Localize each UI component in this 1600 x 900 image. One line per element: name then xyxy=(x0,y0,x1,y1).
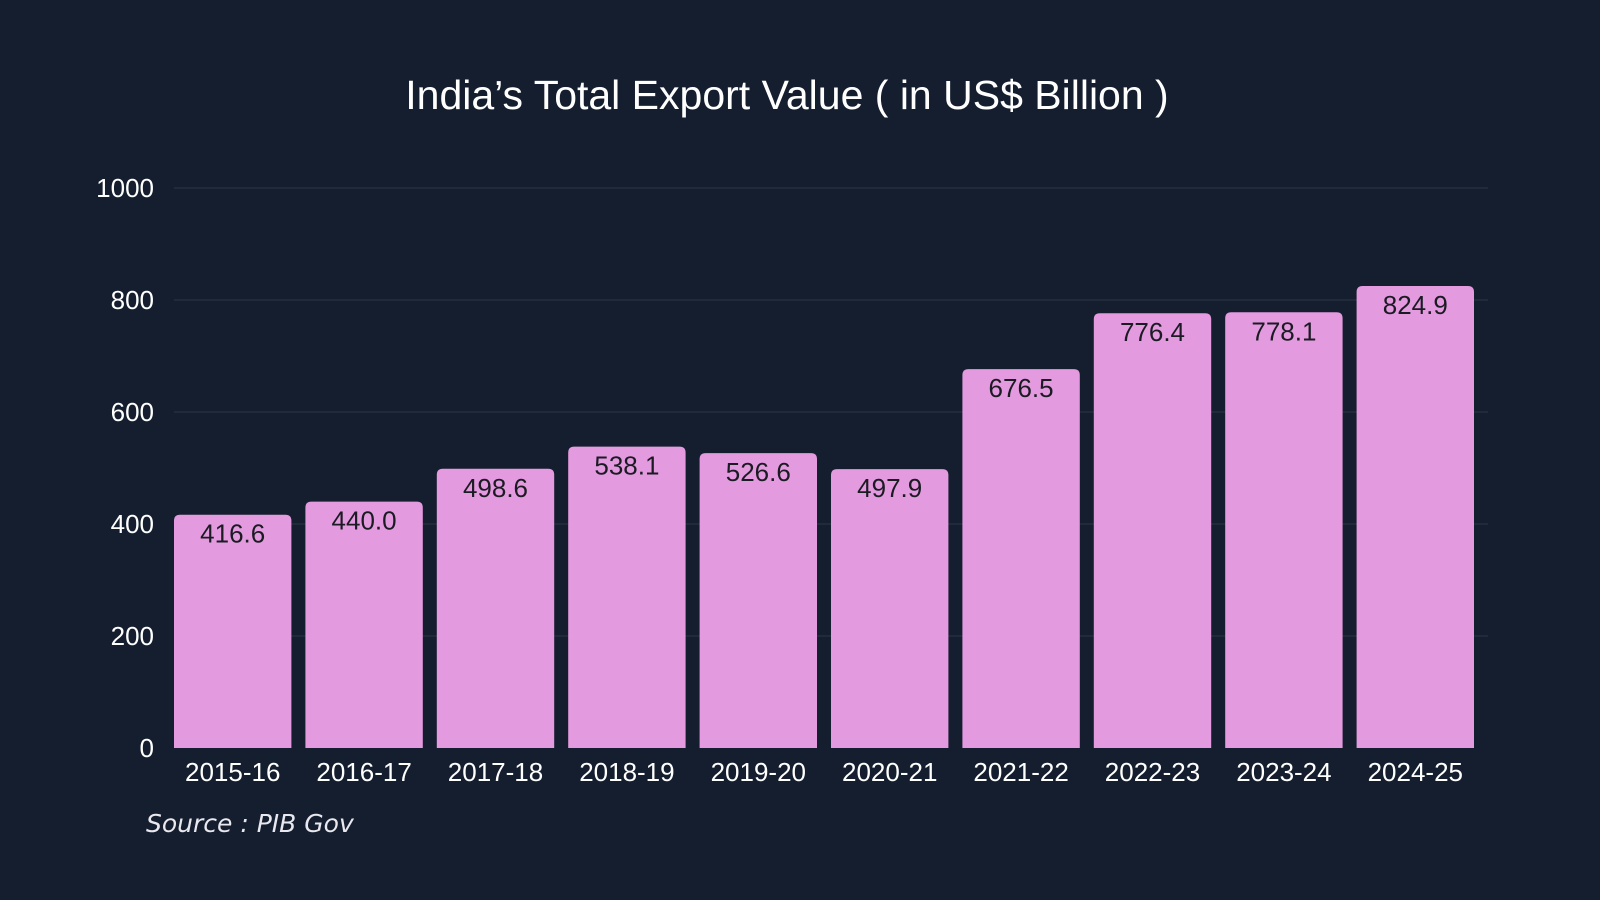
y-tick-label: 400 xyxy=(111,509,154,539)
x-tick-label: 2021-22 xyxy=(973,757,1068,787)
x-tick-label: 2019-20 xyxy=(711,757,806,787)
x-tick-label: 2024-25 xyxy=(1368,757,1463,787)
bar xyxy=(962,369,1080,748)
x-tick-label: 2023-24 xyxy=(1236,757,1331,787)
x-tick-label: 2018-19 xyxy=(579,757,674,787)
bar-value-label: 498.6 xyxy=(463,473,528,503)
bar xyxy=(305,501,423,748)
y-tick-label: 600 xyxy=(111,397,154,427)
bar xyxy=(1356,286,1474,748)
bar-value-label: 778.1 xyxy=(1251,316,1316,346)
bar-value-label: 526.6 xyxy=(726,457,791,487)
bar-value-label: 538.1 xyxy=(594,451,659,481)
y-tick-label: 200 xyxy=(111,621,154,651)
bar xyxy=(1093,313,1212,748)
x-tick-label: 2016-17 xyxy=(316,757,411,787)
bar-value-label: 676.5 xyxy=(989,373,1054,403)
bar-value-label: 497.9 xyxy=(857,473,922,503)
bar xyxy=(436,468,555,748)
x-tick-label: 2022-23 xyxy=(1105,757,1200,787)
y-tick-label: 0 xyxy=(140,733,154,763)
bar-value-label: 824.9 xyxy=(1383,290,1448,320)
bar xyxy=(831,469,949,748)
bar-value-label: 440.0 xyxy=(332,506,397,536)
y-tick-label: 800 xyxy=(111,285,154,315)
bar-value-label: 416.6 xyxy=(200,519,265,549)
chart-title: India’s Total Export Value ( in US$ Bill… xyxy=(405,72,1169,118)
x-tick-label: 2015-16 xyxy=(185,757,280,787)
bar-value-label: 776.4 xyxy=(1120,317,1185,347)
source-note: Source : PIB Gov xyxy=(146,809,354,838)
bar xyxy=(699,453,817,748)
y-tick-label: 1000 xyxy=(96,173,154,203)
bar xyxy=(1225,312,1343,748)
bar xyxy=(174,514,292,748)
bar xyxy=(568,446,686,748)
x-tick-label: 2017-18 xyxy=(448,757,543,787)
x-tick-label: 2020-21 xyxy=(842,757,937,787)
